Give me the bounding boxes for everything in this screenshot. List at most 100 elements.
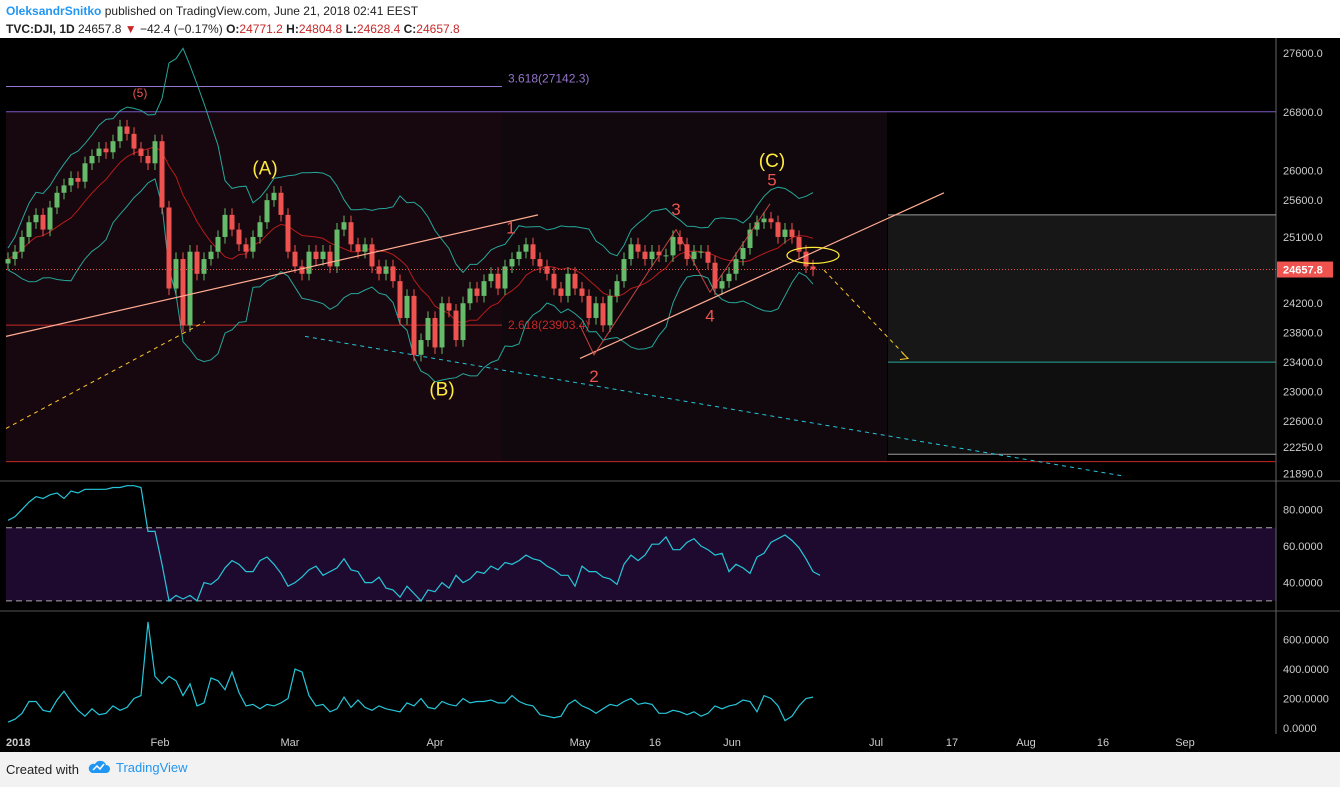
candle	[572, 267, 578, 296]
candle-body	[474, 288, 480, 296]
candle-body	[754, 222, 760, 230]
candle-body	[243, 244, 249, 252]
candle-body	[285, 214, 291, 252]
wave-label-red: (5)	[133, 86, 148, 100]
candle	[250, 230, 256, 259]
bollinger-upper	[7, 47, 814, 274]
candle	[803, 245, 809, 274]
candle-body	[96, 148, 102, 156]
candle	[152, 134, 158, 170]
candle	[313, 245, 319, 266]
candle-body	[502, 266, 508, 289]
wave-label-red: 2	[589, 367, 598, 386]
candle-body	[705, 251, 711, 263]
candle	[761, 211, 767, 229]
candle	[495, 267, 501, 296]
candle	[229, 208, 235, 237]
candle-body	[110, 141, 116, 153]
candle	[201, 252, 207, 281]
chart-header: OleksandrSnitko published on TradingView…	[0, 0, 1340, 38]
target-box-upper	[888, 214, 1276, 363]
candle	[530, 237, 536, 266]
fib-label-2618: 2.618(23903.4)	[508, 318, 589, 332]
candle	[215, 230, 221, 259]
candle-body	[523, 244, 529, 252]
candle-body	[383, 266, 389, 274]
candle-body	[68, 178, 74, 186]
candle	[705, 245, 711, 270]
candle-body	[432, 317, 438, 348]
candle-body	[537, 259, 543, 267]
wave-label-red: 5	[767, 170, 776, 189]
candle-body	[656, 251, 662, 256]
candle	[40, 208, 46, 237]
wave-label-yellow: (A)	[252, 158, 277, 179]
candle	[117, 119, 123, 148]
candle	[586, 289, 592, 325]
footer: Created with TradingView	[0, 752, 1340, 787]
time-tick-label: Jul	[869, 737, 883, 749]
candle-body	[544, 266, 550, 274]
candle-body	[691, 251, 697, 260]
candle-body	[761, 218, 767, 223]
candle-body	[89, 155, 95, 164]
candle-body	[117, 126, 123, 142]
price-tick-label: 23000.0	[1283, 387, 1323, 399]
candle	[642, 245, 648, 266]
candle	[754, 215, 760, 237]
candle-body	[803, 251, 809, 267]
candle-body	[460, 303, 466, 341]
candle	[348, 215, 354, 251]
candle-body	[733, 259, 739, 274]
candle	[390, 259, 396, 288]
candle-body	[789, 229, 795, 237]
candle	[523, 237, 529, 259]
bollinger-lower	[7, 178, 814, 383]
low-value: 24628.4	[356, 22, 401, 36]
candle	[733, 252, 739, 281]
candle-body	[586, 295, 592, 318]
candle	[383, 259, 389, 281]
candle-body	[628, 244, 634, 260]
candle-body	[236, 229, 242, 245]
candle-body	[565, 273, 571, 296]
candle-body	[579, 288, 585, 296]
wave-label-yellow: (C)	[759, 151, 785, 172]
candle-body	[54, 192, 60, 208]
tradingview-link[interactable]: TradingView	[88, 760, 188, 775]
candle-body	[439, 303, 445, 348]
candle-body	[201, 259, 207, 274]
candle	[726, 267, 732, 288]
candle	[131, 127, 137, 156]
chart-canvas[interactable]: 3.618(27142.3) 2.618(23903.4) (5) 1 2 3 4 5 (A) (…	[0, 38, 1340, 752]
candle	[467, 281, 473, 310]
wave-path	[579, 203, 771, 356]
volume-tick-label: 400.0000	[1283, 664, 1329, 676]
candle-body	[740, 248, 746, 260]
candle-body	[215, 236, 221, 252]
candle	[19, 230, 25, 259]
candle-body	[747, 229, 753, 249]
last-price: 24657.8	[78, 22, 122, 36]
candle-body	[376, 266, 382, 274]
candle-body	[516, 251, 522, 260]
price-tick-label: 26000.0	[1283, 166, 1323, 178]
candle	[257, 215, 263, 244]
rsi-line	[7, 485, 821, 602]
candle	[68, 171, 74, 193]
time-tick-label: Feb	[151, 737, 170, 749]
candle-body	[341, 222, 347, 230]
candle	[775, 215, 781, 244]
publish-info: OleksandrSnitko published on TradingView…	[6, 4, 418, 18]
author-link[interactable]: OleksandrSnitko	[6, 4, 102, 18]
projection-arrowhead	[899, 352, 910, 360]
candle	[712, 256, 718, 296]
time-axis-background	[0, 734, 1340, 752]
candle-body	[278, 192, 284, 215]
candle-body	[124, 126, 130, 134]
candle-body	[159, 141, 165, 208]
candle	[782, 222, 788, 244]
candle-body	[173, 259, 179, 289]
candle	[747, 222, 753, 255]
candle-body	[33, 214, 39, 223]
